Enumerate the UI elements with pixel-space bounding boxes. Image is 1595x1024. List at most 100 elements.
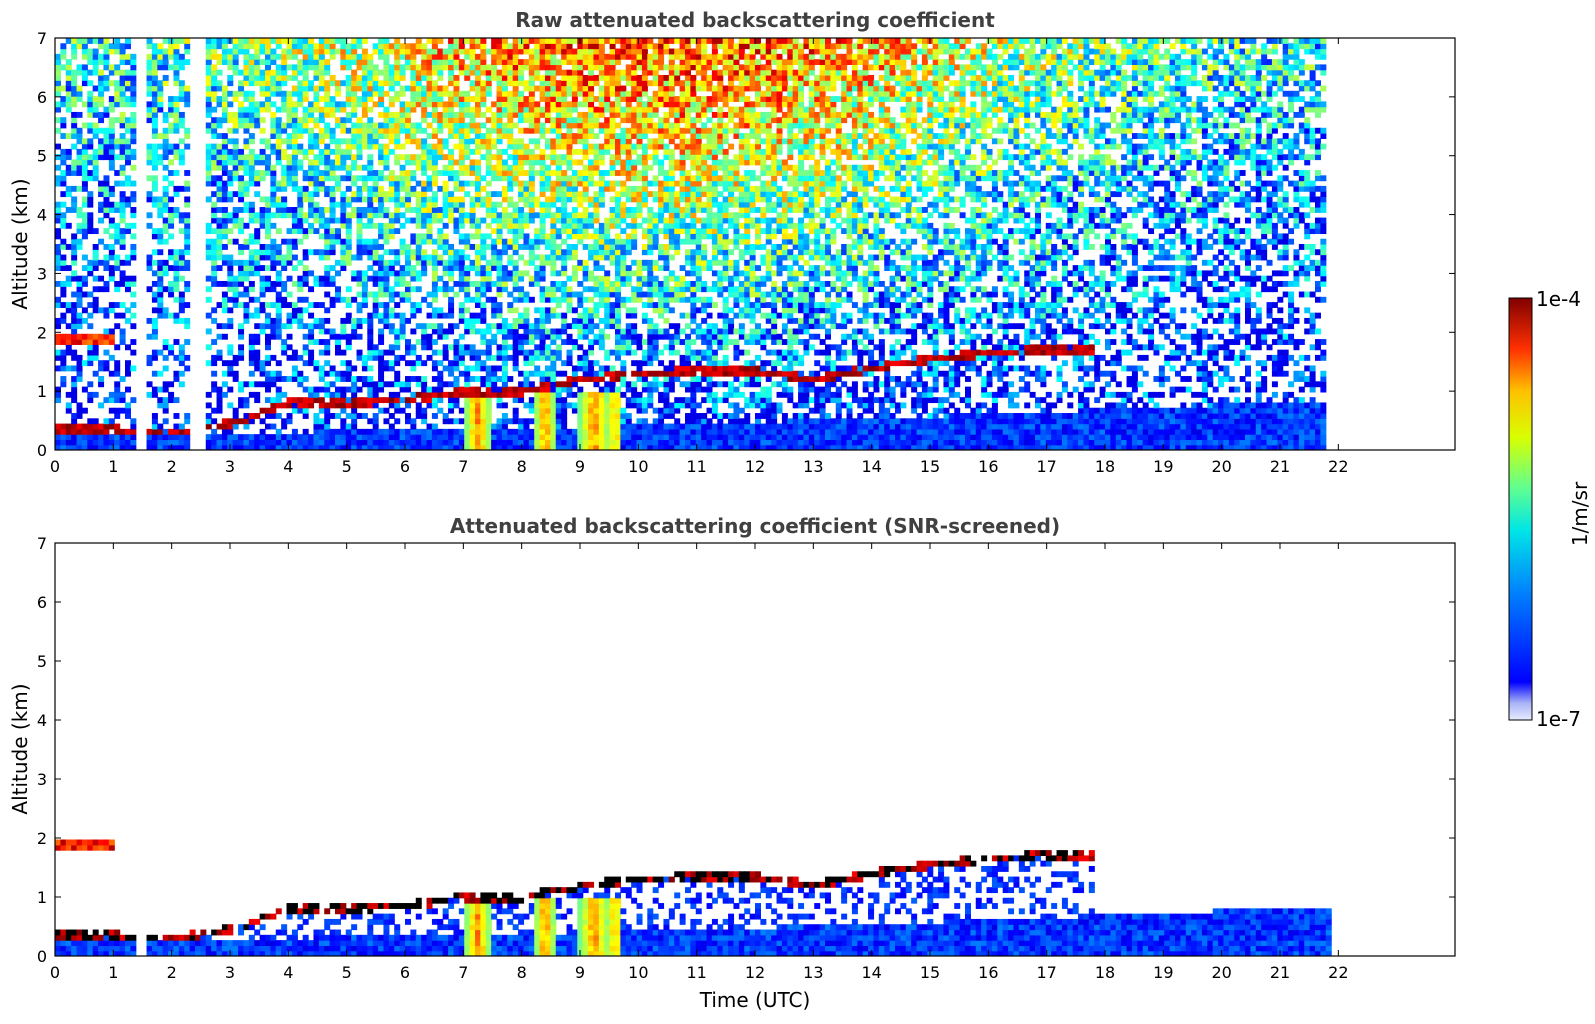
raw-heatmap-cell bbox=[571, 270, 578, 277]
raw-heatmap-cell bbox=[55, 354, 61, 361]
raw-heatmap-cell bbox=[496, 122, 503, 129]
raw-heatmap-cell bbox=[157, 312, 164, 319]
raw-heatmap-cell bbox=[114, 228, 121, 235]
raw-heatmap-cell bbox=[302, 397, 309, 404]
raw-heatmap-cell bbox=[415, 222, 422, 229]
raw-heatmap-cell bbox=[475, 43, 481, 50]
raw-heatmap-cell bbox=[329, 191, 336, 198]
raw-heatmap-cell bbox=[555, 207, 562, 213]
raw-heatmap-cell bbox=[448, 254, 455, 261]
raw-heatmap-cell bbox=[361, 207, 368, 213]
raw-heatmap-cell bbox=[313, 207, 320, 213]
raw-heatmap-cell bbox=[394, 48, 401, 55]
raw-heatmap-cell bbox=[437, 244, 444, 250]
raw-heatmap-cell bbox=[566, 101, 573, 108]
raw-heatmap-cell bbox=[119, 43, 126, 50]
raw-heatmap-cell bbox=[313, 106, 320, 113]
raw-heatmap-cell bbox=[302, 96, 309, 102]
raw-heatmap-cell bbox=[265, 233, 271, 240]
raw-heatmap-cell bbox=[523, 376, 530, 382]
raw-heatmap-cell bbox=[464, 233, 471, 240]
raw-heatmap-cell bbox=[399, 407, 406, 414]
raw-heatmap-cell bbox=[582, 296, 589, 303]
raw-heatmap-cell bbox=[378, 339, 385, 345]
raw-heatmap-cell bbox=[162, 381, 169, 388]
raw-heatmap-cell bbox=[464, 254, 471, 261]
raw-heatmap-cell bbox=[270, 413, 277, 419]
raw-heatmap-cell bbox=[114, 428, 121, 435]
raw-heatmap-cell bbox=[297, 117, 304, 124]
raw-heatmap-cell bbox=[146, 175, 153, 182]
raw-heatmap-cell bbox=[378, 233, 385, 240]
raw-heatmap-cell bbox=[588, 339, 595, 345]
raw-heatmap-cell bbox=[437, 111, 444, 118]
raw-heatmap-cell bbox=[415, 302, 422, 308]
raw-heatmap-cell bbox=[275, 296, 282, 303]
raw-heatmap-cell bbox=[453, 96, 460, 102]
raw-heatmap-cell bbox=[577, 296, 584, 303]
raw-heatmap-cell bbox=[415, 212, 422, 219]
raw-heatmap-cell bbox=[545, 59, 551, 66]
raw-heatmap-cell bbox=[119, 196, 126, 203]
raw-heatmap-cell bbox=[378, 43, 385, 50]
raw-heatmap-cell bbox=[555, 344, 562, 351]
raw-heatmap-cell bbox=[415, 376, 422, 382]
raw-heatmap-cell bbox=[265, 333, 271, 340]
raw-heatmap-cell bbox=[523, 328, 530, 335]
raw-heatmap-cell bbox=[453, 339, 460, 345]
raw-heatmap-cell bbox=[475, 244, 481, 250]
raw-heatmap-cell bbox=[372, 43, 379, 50]
raw-heatmap-cell bbox=[270, 323, 277, 330]
raw-heatmap-cell bbox=[518, 138, 525, 145]
raw-heatmap-cell bbox=[254, 217, 261, 224]
raw-heatmap-cell bbox=[87, 170, 94, 176]
raw-heatmap-cell bbox=[98, 90, 105, 97]
raw-heatmap-cell bbox=[421, 85, 428, 92]
raw-heatmap-cell bbox=[65, 90, 72, 97]
raw-heatmap-cell bbox=[259, 48, 266, 55]
raw-heatmap-cell bbox=[211, 164, 218, 171]
raw-heatmap-cell bbox=[545, 370, 551, 377]
raw-heatmap-cell bbox=[81, 444, 88, 450]
raw-heatmap-cell bbox=[367, 143, 374, 150]
raw-heatmap-cell bbox=[76, 302, 83, 308]
raw-heatmap-cell bbox=[550, 265, 557, 272]
raw-heatmap-cell bbox=[442, 265, 449, 272]
raw-heatmap-cell bbox=[286, 434, 293, 441]
raw-heatmap-cell bbox=[469, 444, 476, 450]
raw-heatmap-cell bbox=[458, 391, 465, 398]
raw-heatmap-cell bbox=[297, 196, 304, 203]
raw-heatmap-cell bbox=[356, 270, 363, 277]
raw-heatmap-cell bbox=[378, 275, 385, 282]
raw-heatmap-cell bbox=[291, 64, 298, 71]
raw-heatmap-cell bbox=[297, 317, 304, 324]
raw-heatmap-cell bbox=[98, 381, 105, 388]
raw-heatmap-cell bbox=[485, 423, 492, 430]
raw-heatmap-cell bbox=[528, 349, 535, 356]
raw-heatmap-cell bbox=[442, 312, 449, 319]
raw-heatmap-cell bbox=[318, 217, 325, 224]
raw-heatmap-cell bbox=[491, 154, 498, 161]
raw-heatmap-cell bbox=[588, 117, 595, 124]
raw-heatmap-cell bbox=[275, 249, 282, 256]
raw-heatmap-cell bbox=[410, 43, 417, 50]
raw-heatmap-cell bbox=[324, 423, 331, 430]
raw-heatmap-cell bbox=[372, 402, 379, 409]
raw-heatmap-cell bbox=[588, 323, 595, 330]
raw-heatmap-cell bbox=[324, 328, 331, 335]
raw-heatmap-cell bbox=[571, 402, 578, 409]
raw-heatmap-cell bbox=[437, 207, 444, 213]
raw-heatmap-cell bbox=[259, 439, 266, 446]
raw-heatmap-cell bbox=[130, 191, 137, 198]
raw-heatmap-cell bbox=[550, 423, 557, 430]
raw-heatmap-cell bbox=[555, 270, 562, 277]
raw-heatmap-cell bbox=[507, 428, 514, 435]
raw-heatmap-cell bbox=[119, 233, 126, 240]
raw-heatmap-cell bbox=[356, 434, 363, 441]
raw-heatmap-cell bbox=[383, 74, 390, 81]
raw-heatmap-cell bbox=[566, 117, 573, 124]
raw-heatmap-cell bbox=[157, 233, 164, 240]
raw-heatmap-cell bbox=[485, 275, 492, 282]
raw-heatmap-cell bbox=[469, 434, 476, 441]
raw-heatmap-cell bbox=[227, 212, 234, 219]
